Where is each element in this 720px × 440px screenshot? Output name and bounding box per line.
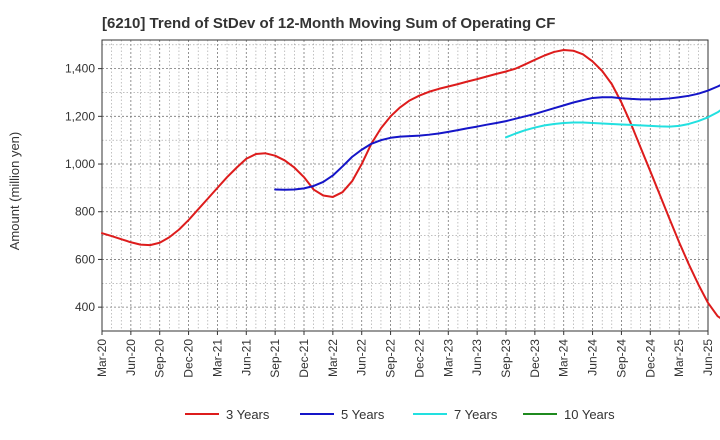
legend-label-7-years: 7 Years [454, 407, 498, 422]
x-tick-label: Dec-20 [182, 339, 196, 378]
x-tick-label: Jun-22 [355, 339, 369, 376]
y-tick-label: 400 [75, 300, 95, 314]
legend-label-10-years: 10 Years [564, 407, 615, 422]
series-line-7-years [505, 109, 720, 139]
x-tick-label: Dec-23 [528, 339, 542, 378]
x-tick-label: Sep-24 [614, 339, 628, 378]
legend: 3 Years 5 Years 7 Years 10 Years [185, 407, 615, 422]
x-tick-label: Sep-21 [268, 339, 282, 378]
x-tick-label: Sep-23 [499, 339, 513, 378]
x-tick-label: Dec-22 [412, 339, 426, 378]
plot-area: 400 600 800 1,000 1,200 1,400 Mar-20 Jun-20 Sep-… [65, 39, 720, 378]
y-tick-label: 1,200 [65, 109, 95, 123]
x-tick-label: Dec-24 [643, 339, 657, 378]
x-tick-label: Mar-20 [95, 339, 109, 377]
y-tick-label: 600 [75, 252, 95, 266]
legend-label-5-years: 5 Years [341, 407, 385, 422]
y-axis-label: Amount (million yen) [7, 132, 22, 251]
series-line-3-years [101, 49, 720, 320]
x-tick-label: Mar-24 [557, 339, 571, 377]
y-tick-label: 800 [75, 205, 95, 219]
x-tick-label: Mar-25 [672, 339, 686, 377]
x-tick-label: Mar-21 [210, 339, 224, 377]
x-tick-label: Sep-20 [153, 339, 167, 378]
series-line-5-years [274, 84, 720, 191]
x-tick-label: Jun-20 [124, 339, 138, 376]
y-tick-label: 1,000 [65, 157, 95, 171]
plot-background [102, 40, 708, 331]
x-tick-label: Mar-22 [326, 339, 340, 377]
y-tick-label: 1,400 [65, 62, 95, 76]
x-tick-label: Jun-24 [586, 339, 600, 376]
x-tick-label: Jun-25 [701, 339, 715, 376]
x-tick-label: Jun-23 [470, 339, 484, 376]
x-tick-label: Dec-21 [297, 339, 311, 378]
x-tick-label: Jun-21 [239, 339, 253, 376]
x-tick-label: Mar-23 [441, 339, 455, 377]
legend-label-3-years: 3 Years [226, 407, 270, 422]
x-tick-label: Sep-22 [384, 339, 398, 378]
plot-frame [101, 39, 709, 332]
chart-title: [6210] Trend of StDev of 12-Month Moving… [102, 15, 555, 32]
